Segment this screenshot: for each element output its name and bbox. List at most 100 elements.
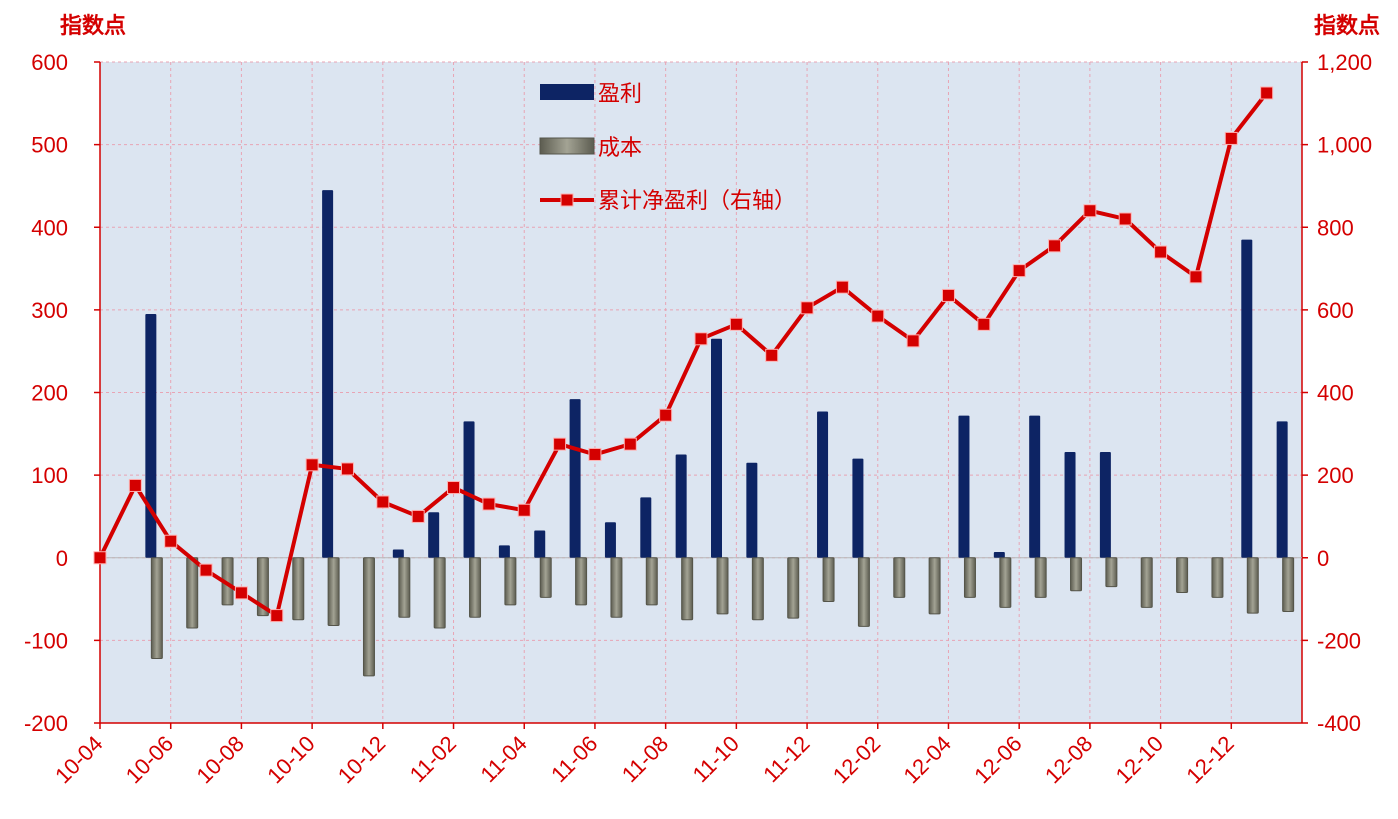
cost-bar [150, 557, 163, 660]
profit-bar [817, 411, 829, 558]
cumulative-net-marker [1083, 204, 1097, 218]
x-tick-label: 11-08 [617, 731, 673, 787]
cost-bar [610, 557, 623, 618]
cost-bar [716, 557, 729, 615]
cost-bar [963, 557, 976, 598]
left-tick-label: 500 [31, 133, 68, 158]
x-tick-label: 11-12 [758, 731, 814, 787]
right-tick-label: 200 [1317, 463, 1354, 488]
cumulative-net-marker [623, 437, 637, 451]
profit-bar [993, 551, 1005, 558]
cost-bar [433, 557, 446, 629]
cumulative-net-marker [1012, 264, 1026, 278]
cost-bar [999, 557, 1012, 608]
cumulative-net-marker [517, 503, 531, 517]
cumulative-net-marker [588, 447, 602, 461]
legend-swatch-net-marker [560, 193, 574, 207]
left-tick-label: 200 [31, 381, 68, 406]
x-tick-label: 11-06 [546, 731, 602, 787]
profit-bar [1029, 415, 1041, 558]
x-tick-label: 12-12 [1181, 731, 1238, 788]
profit-bar [1276, 421, 1288, 558]
profit-bar [1241, 239, 1253, 558]
left-tick-label: 300 [31, 298, 68, 323]
left-axis-unit: 指数点 [60, 14, 127, 39]
cumulative-net-marker [164, 534, 178, 548]
cost-bar [398, 557, 411, 618]
cost-bar [1140, 557, 1153, 608]
right-tick-label: 600 [1317, 298, 1354, 323]
cost-bar [645, 557, 658, 606]
cost-bar [1034, 557, 1047, 598]
cumulative-net-marker [1048, 239, 1062, 253]
cost-bar [575, 557, 588, 606]
cost-bar [327, 557, 340, 627]
right-tick-label: 1,000 [1317, 133, 1372, 158]
profit-bar [675, 454, 687, 558]
x-tick-label: 12-02 [828, 731, 885, 788]
right-tick-label: 400 [1317, 381, 1354, 406]
cumulative-net-marker [411, 509, 425, 523]
cumulative-net-marker [553, 437, 567, 451]
profit-bar [711, 338, 722, 558]
cost-bar [681, 557, 694, 621]
left-tick-label: -200 [24, 711, 68, 736]
cost-bar [857, 557, 870, 627]
cost-bar [1246, 557, 1259, 614]
cost-bar [893, 557, 906, 598]
cumulative-net-marker [800, 301, 814, 315]
cumulative-net-marker [1224, 131, 1238, 145]
legend-label-profit: 盈利 [598, 82, 642, 107]
profit-bar [569, 399, 581, 558]
x-tick-label: 10-04 [50, 731, 107, 788]
cumulative-net-marker [871, 309, 885, 323]
cumulative-net-marker [941, 288, 955, 302]
cumulative-net-marker [340, 462, 354, 476]
cumulative-net-marker [1189, 270, 1203, 284]
x-tick-label: 10-08 [191, 731, 248, 788]
cumulative-net-marker [729, 317, 743, 331]
cost-bar [186, 557, 199, 629]
profit-bar [1099, 451, 1111, 558]
profit-bar [392, 549, 404, 558]
left-tick-label: 0 [56, 546, 68, 571]
cost-bar [751, 557, 764, 621]
x-tick-label: 12-08 [1040, 731, 1097, 788]
profit-bar [852, 458, 864, 558]
right-tick-label: -400 [1317, 711, 1361, 736]
left-tick-label: -100 [24, 628, 68, 653]
cost-bar [1282, 557, 1295, 612]
x-tick-label: 12-10 [1111, 731, 1168, 788]
profit-bar [1064, 451, 1076, 558]
cost-bar [504, 557, 517, 606]
cost-bar [256, 557, 269, 617]
profit-bar [958, 415, 970, 558]
x-tick-label: 10-10 [262, 731, 319, 788]
legend-label-net: 累计净盈利（右轴） [598, 189, 796, 214]
cost-bar [822, 557, 835, 603]
cost-bar [1176, 557, 1189, 593]
cumulative-net-marker [835, 280, 849, 294]
legend-swatch-cost [539, 137, 595, 155]
profit-bar [498, 545, 510, 558]
cumulative-net-marker [1118, 212, 1132, 226]
cumulative-net-marker [694, 332, 708, 346]
cumulative-net-marker [977, 317, 991, 331]
cumulative-net-marker [128, 478, 142, 492]
profit-bar [746, 462, 758, 558]
cost-bar [469, 557, 482, 618]
cumulative-net-marker [765, 348, 779, 362]
profit-bar [640, 497, 652, 558]
profit-bar [534, 530, 546, 558]
profit-bar [463, 421, 475, 558]
x-tick-label: 10-06 [121, 731, 178, 788]
cost-bar [928, 557, 941, 615]
right-axis-unit: 指数点 [1313, 14, 1380, 39]
x-tick-label: 12-04 [899, 731, 956, 788]
left-tick-label: 400 [31, 215, 68, 240]
profit-bar [145, 314, 157, 558]
profit-bar [428, 512, 440, 558]
cumulative-net-marker [447, 481, 461, 495]
cumulative-net-marker [1154, 245, 1168, 259]
